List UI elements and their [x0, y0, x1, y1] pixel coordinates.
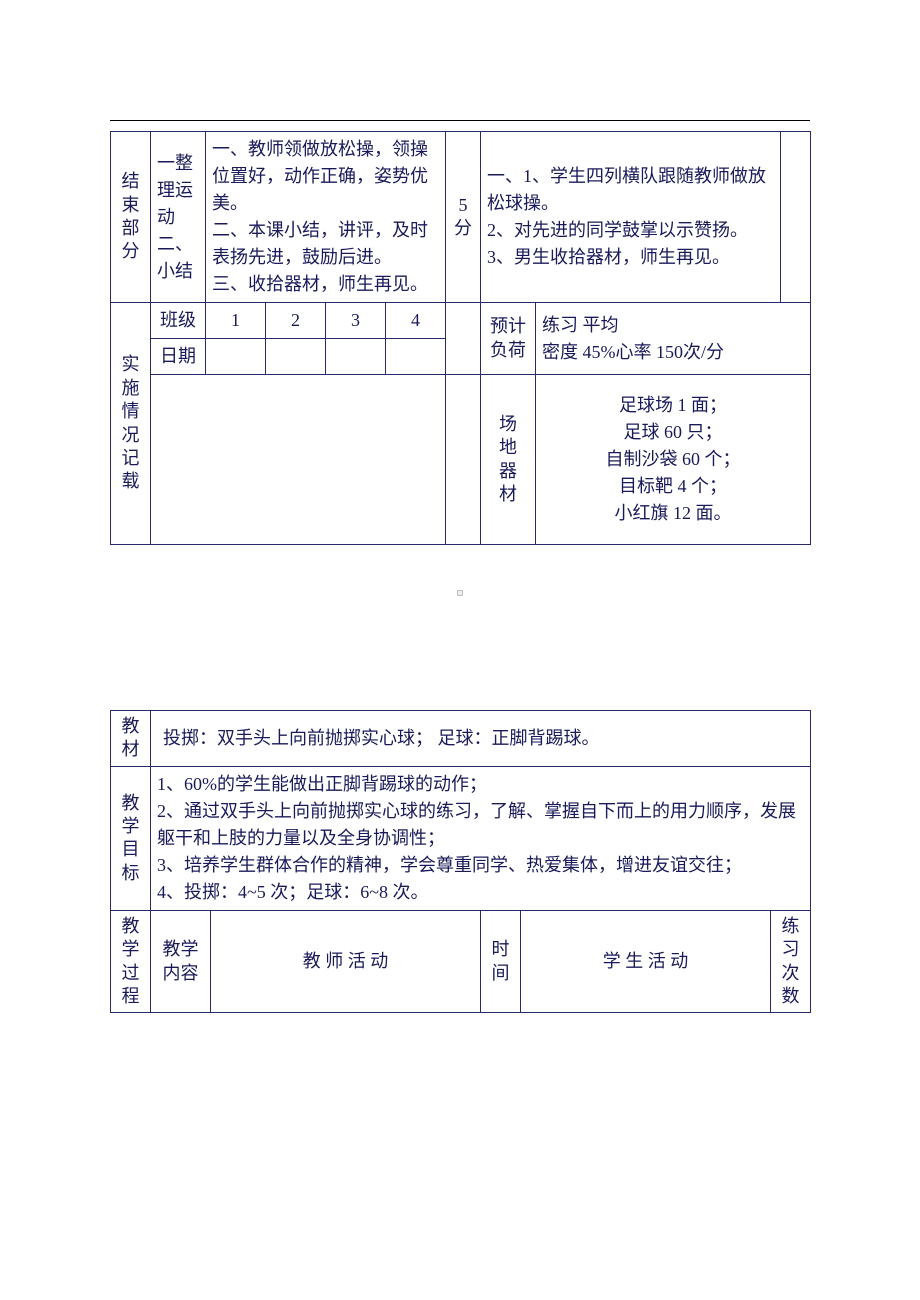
section-ending: 结 束 部 分	[111, 132, 151, 303]
label-venue-equipment: 场 地 器 材	[481, 375, 536, 545]
cell-num: 2	[266, 303, 326, 339]
label-process: 教 学 过 程	[111, 910, 151, 1013]
cell-empty	[446, 375, 481, 545]
cell-duration: 5 分	[446, 132, 481, 303]
cell-num: 4	[386, 303, 446, 339]
section-implementation: 实 施 情 况 记 载	[111, 303, 151, 545]
table-row: 场 地 器 材 足球场 1 面； 足球 60 只； 自制沙袋 60 个； 目标靶…	[111, 375, 811, 545]
cell-material-content: 投掷：双手头上向前抛掷实心球； 足球：正脚背踢球。	[151, 711, 811, 767]
page-spacer	[110, 545, 810, 620]
cell-activity-summary: 一整理运动 二、小结	[151, 132, 206, 303]
cell-empty	[386, 339, 446, 375]
label-teacher-activity: 教 师 活 动	[211, 910, 481, 1013]
cell-load-text: 练习 平均 密度 45%心率 150次/分	[536, 303, 811, 375]
label-teaching-content: 教学内容	[151, 910, 211, 1013]
label-date: 日期	[151, 339, 206, 375]
label-practice-count: 练 习 次 数	[771, 910, 811, 1013]
cell-empty	[206, 339, 266, 375]
cell-objectives-content: 1、60%的学生能做出正脚背踢球的动作； 2、通过双手头上向前抛掷实心球的练习，…	[151, 766, 811, 910]
table-upper: 结 束 部 分 一整理运动 二、小结 一、教师领做放松操，领操位置好，动作正确，…	[110, 131, 811, 545]
cell-empty	[446, 303, 481, 375]
cell-empty	[781, 132, 811, 303]
spacer-marker-icon	[457, 590, 463, 596]
table-row: 教 学 过 程 教学内容 教 师 活 动 时 间 学 生 活 动 练 习 次 数	[111, 910, 811, 1013]
label-expected-load: 预计负荷	[481, 303, 536, 375]
label-time: 时 间	[481, 910, 521, 1013]
label-objectives: 教 学 目 标	[111, 766, 151, 910]
table-row: 实 施 情 况 记 载 班级 1 2 3 4 预计负荷 练习 平均 密度 45%…	[111, 303, 811, 339]
cell-empty	[326, 339, 386, 375]
cell-student-activity: 一、1、学生四列横队跟随教师做放松球操。 2、对先进的同学鼓掌以示赞扬。 3、男…	[481, 132, 781, 303]
label-class: 班级	[151, 303, 206, 339]
cell-empty-large	[151, 375, 446, 545]
table-row: 结 束 部 分 一整理运动 二、小结 一、教师领做放松操，领操位置好，动作正确，…	[111, 132, 811, 303]
cell-venue-text: 足球场 1 面； 足球 60 只； 自制沙袋 60 个； 目标靶 4 个； 小红…	[536, 375, 811, 545]
cell-num: 3	[326, 303, 386, 339]
label-student-activity: 学 生 活 动	[521, 910, 771, 1013]
cell-teacher-activity: 一、教师领做放松操，领操位置好，动作正确，姿势优美。 二、本课小结，讲评，及时表…	[206, 132, 446, 303]
cell-num: 1	[206, 303, 266, 339]
top-rule	[110, 120, 810, 121]
cell-empty	[266, 339, 326, 375]
table-row: 教 材 投掷：双手头上向前抛掷实心球； 足球：正脚背踢球。	[111, 711, 811, 767]
table-row: 教 学 目 标 1、60%的学生能做出正脚背踢球的动作； 2、通过双手头上向前抛…	[111, 766, 811, 910]
table-lower: 教 材 投掷：双手头上向前抛掷实心球； 足球：正脚背踢球。 教 学 目 标 1、…	[110, 710, 811, 1013]
label-material: 教 材	[111, 711, 151, 767]
